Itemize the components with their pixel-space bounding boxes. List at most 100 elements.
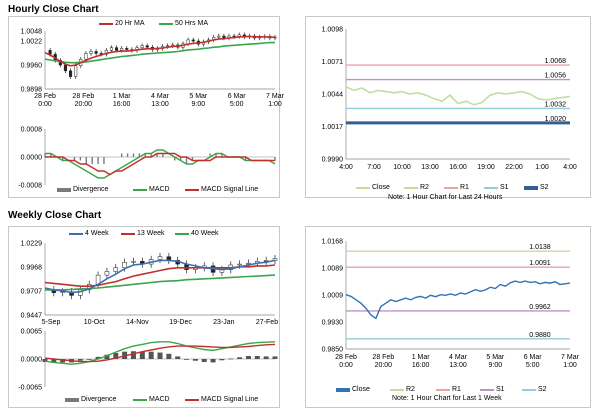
price-y-tick-label: 0.9968	[21, 265, 43, 272]
divergence-bar	[201, 359, 207, 363]
x-tick-label: 4 Mar	[449, 354, 468, 361]
macd-signal-line	[45, 152, 275, 176]
levels-y-tick-label: 1.0089	[322, 265, 344, 272]
levels-y-tick-label: 1.0168	[322, 239, 344, 246]
x-tick-label: 5-Sep	[42, 319, 61, 326]
x-tick-label: 28 Feb	[72, 93, 94, 100]
legend-swatch	[390, 388, 404, 391]
candle-body	[104, 271, 110, 276]
candle-body	[191, 39, 195, 42]
legend-s1: S1	[484, 184, 509, 191]
divergence-bar	[51, 359, 57, 363]
weekly-right-panel: 1.0168 1.0089 1.0009 0.9930 0.9850 1.0138 1.00…	[305, 226, 591, 408]
divergence-bar	[86, 359, 92, 360]
legend-macd: MACD	[133, 186, 170, 193]
levels-y-tick-label: 1.0044	[322, 92, 344, 99]
legend-label: R2	[420, 184, 429, 191]
candle-body	[84, 53, 88, 60]
candle-body	[60, 291, 65, 293]
legend-r1: R1	[436, 386, 461, 393]
divergence-bar	[272, 356, 278, 359]
legend-swatch	[524, 185, 538, 190]
price-y-tick-label: 0.9707	[21, 289, 43, 296]
legend-label: R1	[452, 386, 461, 393]
legend-s2: S2	[524, 184, 549, 191]
candle-body	[89, 51, 93, 54]
macd-y-tick-label: 0.0000	[21, 357, 43, 364]
candle-body	[217, 35, 221, 38]
legend-label: MACD	[149, 396, 170, 403]
level-label-r2: 1.0138	[529, 244, 551, 251]
x-tick-label: 5:00	[230, 101, 244, 108]
x-tick-label: 9:00	[192, 101, 206, 108]
legend-s2: S2	[522, 386, 547, 393]
hourly-title: Hourly Close Chart	[8, 4, 99, 15]
x-tick-label: 7:00	[367, 164, 381, 171]
legend-swatch	[69, 232, 83, 235]
x-tick-label: 0:00	[339, 362, 353, 369]
legend-swatch	[159, 22, 173, 25]
ma13-line	[44, 264, 276, 288]
legend-close: Close	[336, 386, 370, 393]
x-tick-label: 13:00	[151, 101, 169, 108]
legend-label: R2	[406, 386, 415, 393]
legend-macd-signal: MACD Signal Line	[185, 186, 258, 193]
legend-label: Close	[352, 386, 370, 393]
divergence-bar	[192, 359, 198, 361]
levels-y-tick-label: 0.9990	[322, 157, 344, 164]
x-tick-label: 27-Feb	[256, 319, 278, 326]
legend-swatch	[133, 398, 147, 401]
legend-label: 40 Week	[191, 230, 219, 237]
divergence-bar	[228, 358, 234, 360]
divergence-bar	[263, 356, 269, 359]
legend-label: Divergence	[81, 396, 117, 403]
x-tick-label: 6 Mar	[524, 354, 543, 361]
price-y-tick-label: 1.0022	[21, 39, 43, 46]
level-label-s1: 0.9962	[529, 304, 551, 311]
candle-body	[94, 51, 98, 54]
legend-macd: MACD	[133, 396, 170, 403]
divergence-bar	[104, 354, 110, 359]
legend-swatch	[436, 388, 450, 391]
x-tick-label: 20:00	[75, 101, 93, 108]
macd-line	[44, 341, 276, 365]
x-tick-label: 13:00	[421, 164, 439, 171]
divergence-bar	[139, 351, 145, 359]
candle-body	[157, 256, 163, 260]
x-tick-label: 16:00	[412, 362, 430, 369]
x-tick-label: 19:00	[477, 164, 495, 171]
price-y-tick-label: 0.9447	[21, 313, 43, 320]
level-label-s2: 0.9880	[529, 332, 551, 339]
ma4-line	[44, 259, 276, 294]
legend-r2: R2	[390, 386, 415, 393]
hourly-levels-chart: 1.0098 1.0071 1.0044 1.0017 0.9990 1.0068 1.00…	[322, 27, 577, 172]
divergence-bar	[148, 351, 154, 359]
x-tick-label: 16:00	[449, 164, 467, 171]
legend-label: R1	[460, 184, 469, 191]
legend-swatch	[480, 388, 494, 391]
x-tick-label: 9:00	[489, 362, 503, 369]
x-tick-label: 10-Oct	[84, 319, 105, 326]
legend-s1: S1	[480, 386, 505, 393]
legend-swatch	[404, 186, 418, 189]
legend-swatch	[356, 186, 370, 189]
levels-y-tick-label: 0.9850	[322, 347, 344, 354]
price-y-tick-label: 1.0229	[21, 241, 43, 248]
x-tick-label: 16:00	[113, 101, 131, 108]
candle-body	[122, 261, 127, 269]
x-tick-label: 22:00	[505, 164, 523, 171]
candle-body	[222, 35, 226, 39]
legend-close: Close	[356, 184, 390, 191]
legend-label: 13 Week	[137, 230, 165, 237]
level-label-r2: 1.0068	[545, 58, 567, 65]
macd-y-tick-label: 0.0008	[21, 127, 43, 134]
candle-body	[69, 70, 73, 77]
level-label-r1: 1.0091	[529, 260, 551, 267]
legend-label: MACD Signal Line	[201, 396, 259, 403]
x-tick-label: 19-Dec	[169, 319, 192, 326]
candle-body	[125, 48, 129, 50]
legend-swatch	[444, 186, 458, 189]
divergence-bar	[95, 356, 101, 359]
price-y-tick-label: 0.9898	[21, 87, 43, 94]
